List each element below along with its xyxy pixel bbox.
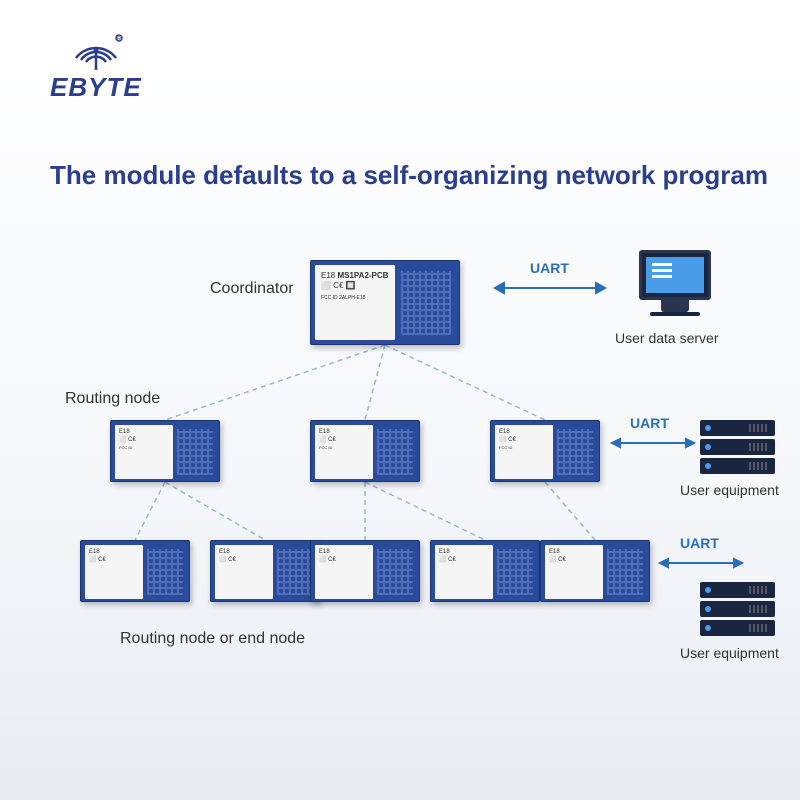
chip-label: E18 MS1PA2-PCB⬜ C€ 🔲FCC ID 2ALPH-E18 <box>321 271 388 302</box>
server-label: User data server <box>615 330 718 346</box>
svg-text:R: R <box>117 37 122 43</box>
brand-logo: R EBYTE <box>50 30 142 103</box>
module-routing-3: E18⬜ C€FCC ID <box>490 420 600 482</box>
page-title: The module defaults to a self-organizing… <box>50 160 768 191</box>
module-end-3: E18⬜ C€ <box>310 540 420 602</box>
network-diagram: Coordinator E18 MS1PA2-PCB⬜ C€ 🔲FCC ID 2… <box>0 220 800 770</box>
chip-label: E18⬜ C€ <box>549 549 566 565</box>
module-end-2: E18⬜ C€ <box>210 540 320 602</box>
module-end-5: E18⬜ C€ <box>540 540 650 602</box>
equipment-label-2: User equipment <box>680 645 779 661</box>
brand-name: EBYTE <box>50 72 142 103</box>
uart-arrow-icon <box>490 278 610 298</box>
uart-label-3: UART <box>680 535 719 551</box>
chip-label: E18⬜ C€ <box>219 549 236 565</box>
equipment-icon-1 <box>700 420 775 477</box>
server-icon <box>630 250 720 325</box>
routing-or-end-label: Routing node or end node <box>120 630 305 648</box>
uart-label-1: UART <box>530 260 569 276</box>
module-routing-1: E18⬜ C€FCC ID <box>110 420 220 482</box>
equipment-label-1: User equipment <box>680 482 779 498</box>
uart-arrow-icon <box>656 553 746 573</box>
module-routing-2: E18⬜ C€FCC ID <box>310 420 420 482</box>
chip-label: E18⬜ C€ <box>319 549 336 565</box>
module-coordinator: E18 MS1PA2-PCB⬜ C€ 🔲FCC ID 2ALPH-E18 <box>310 260 460 345</box>
uart-arrow-icon <box>608 433 698 453</box>
module-end-4: E18⬜ C€ <box>430 540 540 602</box>
chip-label: E18⬜ C€ <box>89 549 106 565</box>
chip-label: E18⬜ C€FCC ID <box>499 429 516 452</box>
uart-label-2: UART <box>630 415 669 431</box>
module-end-1: E18⬜ C€ <box>80 540 190 602</box>
antenna-icon: R <box>61 30 131 70</box>
chip-label: E18⬜ C€FCC ID <box>119 429 136 452</box>
routing-node-label: Routing node <box>65 390 160 408</box>
chip-label: E18⬜ C€ <box>439 549 456 565</box>
equipment-icon-2 <box>700 582 775 639</box>
coordinator-label: Coordinator <box>210 280 294 298</box>
chip-label: E18⬜ C€FCC ID <box>319 429 336 452</box>
